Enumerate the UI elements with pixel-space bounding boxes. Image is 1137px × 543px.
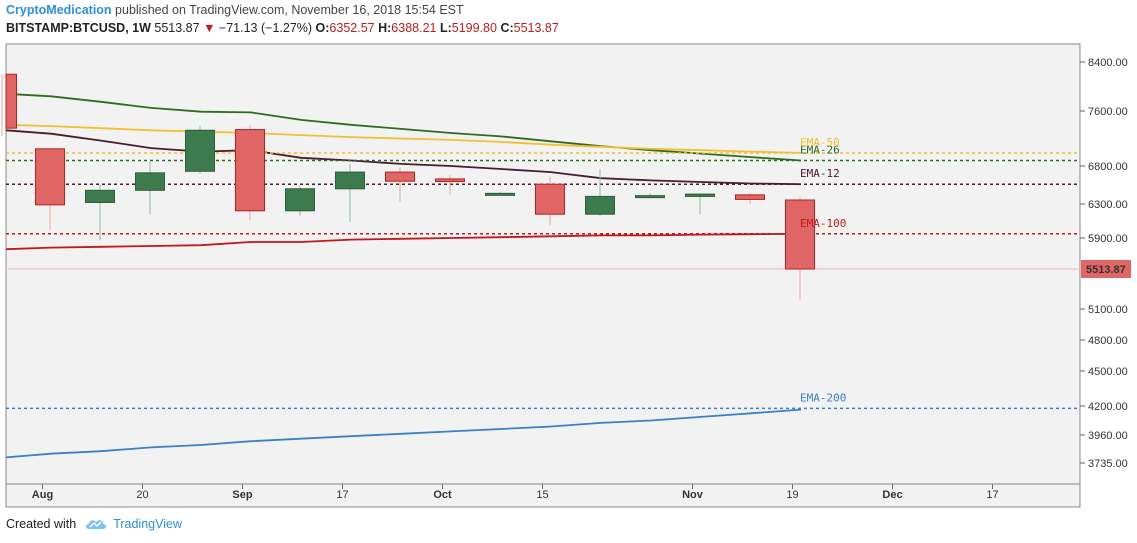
low-label: L: xyxy=(439,21,452,35)
candle-body xyxy=(585,195,615,215)
candle-body xyxy=(135,172,165,191)
candle-body xyxy=(235,129,265,212)
price-tick-label: 3735.00 xyxy=(1088,458,1128,470)
published-text: published on TradingView.com, November 1… xyxy=(115,3,464,17)
candle-body xyxy=(5,73,17,129)
symbol-ohlc-line: BITSTAMP:BTCUSD, 1W 5513.87 ▼ −71.13 (−1… xyxy=(6,21,559,35)
candle-body xyxy=(685,193,715,197)
open-label: O: xyxy=(315,21,330,35)
last-price-tag xyxy=(1081,260,1131,278)
last-price-text: 5513.87 xyxy=(154,21,200,35)
time-axis[interactable]: Aug 20 Sep 17 Oct 15 Nov 19 Dec 17 xyxy=(6,483,1080,501)
tradingview-brand-text: TradingView xyxy=(113,517,182,531)
close-value: 5513.87 xyxy=(513,21,559,35)
candle-body xyxy=(185,129,215,172)
price-tick-label: 4800.00 xyxy=(1088,335,1128,347)
ema-100-curve xyxy=(5,232,802,251)
down-arrow-icon: ▼ xyxy=(203,21,216,35)
candle-body xyxy=(335,171,365,190)
price-axis[interactable]: 8400.00 7600.00 6800.00 6300.00 5900.00 5513.… xyxy=(1080,57,1131,470)
time-tick-label: 19 xyxy=(786,489,798,501)
low-value: 5199.80 xyxy=(451,21,497,35)
symbol-label: BITSTAMP:BTCUSD, 1W xyxy=(6,21,151,35)
candle-body xyxy=(35,148,65,206)
ema-200-curve xyxy=(5,408,802,459)
candle-body xyxy=(385,171,415,182)
time-tick-label: Sep xyxy=(232,489,252,501)
ema-50-label: EMA-50 xyxy=(800,136,840,149)
close-label: C: xyxy=(500,21,514,35)
ema-100-label: EMA-100 xyxy=(800,217,846,230)
candle-body xyxy=(785,199,815,270)
author-link[interactable]: CryptoMedication xyxy=(6,3,112,17)
plot-area[interactable] xyxy=(5,43,1081,508)
ema-26-curve xyxy=(5,92,802,162)
price-tick-label: 6300.00 xyxy=(1088,199,1128,211)
price-tick-label: 5100.00 xyxy=(1088,304,1128,316)
created-with-text: Created with xyxy=(6,517,77,531)
time-tick-label: Dec xyxy=(882,489,902,501)
price-tick-label: 6800.00 xyxy=(1088,161,1128,173)
last-price-tag-text: 5513.87 xyxy=(1086,264,1126,276)
ema-12-label: EMA-12 xyxy=(800,167,840,180)
price-tick-label: 8400.00 xyxy=(1088,57,1128,69)
publication-line: CryptoMedication published on TradingVie… xyxy=(6,3,464,17)
ema-50-curve xyxy=(5,123,802,154)
price-tick-label: 5900.00 xyxy=(1088,233,1128,245)
high-label: H: xyxy=(378,21,392,35)
candle-body xyxy=(635,195,665,199)
candle-body xyxy=(285,188,315,212)
candles-layer xyxy=(1,73,815,300)
high-value: 6388.21 xyxy=(391,21,437,35)
time-tick-label: Oct xyxy=(433,489,452,501)
time-tick-label: Aug xyxy=(32,489,53,501)
tradingview-brand[interactable]: TradingView xyxy=(84,517,182,531)
ema-12-curve xyxy=(5,129,802,186)
price-tick-label: 4500.00 xyxy=(1088,366,1128,378)
time-tick-label: 20 xyxy=(136,489,148,501)
time-tick-label: Nov xyxy=(682,489,704,501)
time-tick-label: 15 xyxy=(536,489,548,501)
price-tick-label: 7600.00 xyxy=(1088,106,1128,118)
ema-26-label: EMA-26 xyxy=(800,144,840,157)
time-tick-label: 17 xyxy=(336,489,348,501)
footer: Created with TradingView xyxy=(6,517,182,531)
open-value: 6352.57 xyxy=(329,21,375,35)
change-text: −71.13 (−1.27%) xyxy=(218,21,313,35)
cloud-logo-icon xyxy=(86,520,107,529)
candle-body xyxy=(85,189,115,203)
price-tick-label: 4200.00 xyxy=(1088,401,1128,413)
candle-body xyxy=(485,192,515,196)
candle-body xyxy=(535,183,565,215)
ema-200-label: EMA-200 xyxy=(800,391,846,404)
time-tick-label: 17 xyxy=(986,489,998,501)
candle-body xyxy=(735,194,765,200)
candle-body xyxy=(435,178,465,183)
price-tick-label: 3960.00 xyxy=(1088,430,1128,442)
